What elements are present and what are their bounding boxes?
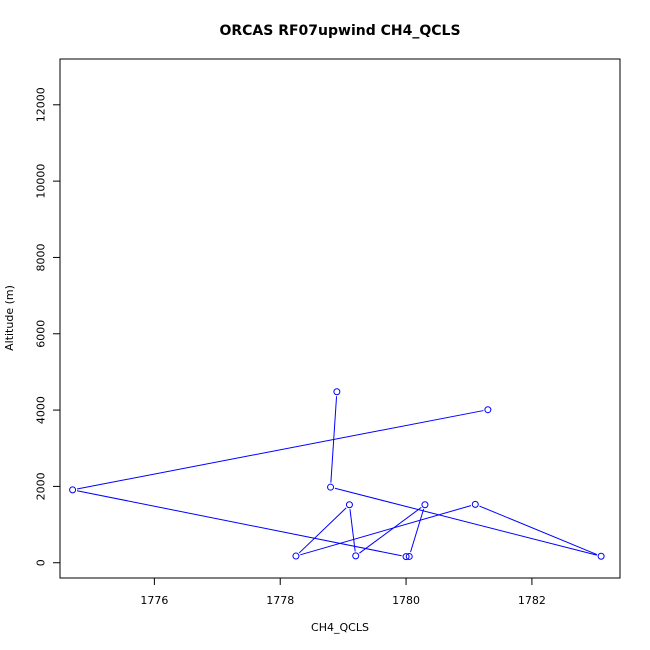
data-point: [484, 406, 492, 414]
y-tick-label: 4000: [35, 396, 48, 424]
x-tick-label: 1780: [392, 594, 420, 607]
series-segment: [359, 507, 422, 554]
series-layer: [69, 388, 605, 561]
series-segment: [76, 490, 402, 557]
x-tick-label: 1776: [140, 594, 168, 607]
series-segment: [410, 508, 425, 553]
data-point: [402, 553, 410, 561]
y-tick-label: 12000: [35, 87, 48, 122]
data-point: [345, 501, 353, 509]
plot-frame: [59, 58, 621, 579]
series-segment: [349, 509, 356, 552]
data-point: [597, 552, 605, 560]
series-segment: [298, 507, 347, 554]
x-tick-label: 1778: [266, 594, 294, 607]
chart-title: ORCAS RF07upwind CH4_QCLS: [219, 23, 460, 39]
series-segment: [300, 505, 472, 556]
series-segment: [479, 505, 598, 555]
series-segment: [334, 487, 597, 556]
data-point: [327, 483, 335, 491]
series-segment: [76, 410, 484, 490]
x-axis-label: CH4_QCLS: [311, 621, 369, 634]
data-point: [352, 552, 360, 560]
y-tick-label: 0: [35, 559, 48, 566]
y-tick-label: 8000: [35, 243, 48, 271]
data-point: [405, 552, 413, 560]
data-point: [333, 388, 341, 396]
y-tick-label: 10000: [35, 164, 48, 199]
y-axis-label: Altitude (m): [3, 285, 16, 351]
x-tick-label: 1782: [518, 594, 546, 607]
data-point: [69, 486, 77, 494]
y-axis: 0 2000 4000 6000 8000 10000 12000: [35, 87, 61, 566]
y-tick-label: 6000: [35, 320, 48, 348]
data-point: [421, 501, 429, 509]
y-tick-label: 2000: [35, 472, 48, 500]
data-point: [471, 500, 479, 508]
x-axis: 1776 1778 1780 1782: [140, 577, 546, 607]
data-point: [292, 552, 300, 560]
